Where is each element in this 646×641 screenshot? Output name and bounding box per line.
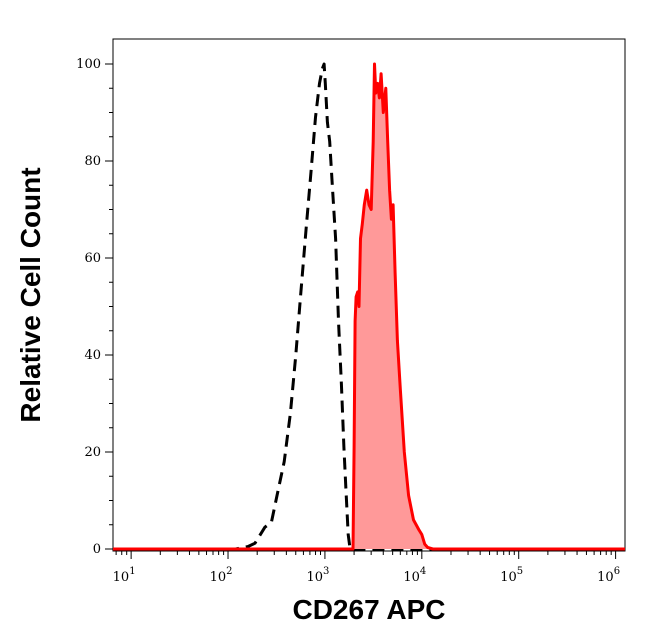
- series-layer: [113, 62, 625, 551]
- x-tick-label: 101: [113, 566, 136, 585]
- y-tick-label: 20: [84, 445, 101, 460]
- x-axis-ticks: 101 102 103 104 105 106: [113, 551, 620, 585]
- y-tick-label: 60: [84, 251, 101, 266]
- y-tick-label: 80: [84, 154, 101, 169]
- y-axis-ticks: 0 20 40 60 80 100: [76, 57, 113, 557]
- y-tick-label: 40: [84, 348, 101, 363]
- series-0-line: [113, 62, 625, 551]
- x-tick-label: 106: [597, 566, 620, 585]
- plot-frame: [112, 38, 626, 552]
- x-axis-title: CD267 APC: [292, 594, 445, 625]
- x-tick-label: 105: [500, 566, 523, 585]
- x-tick-label: 104: [403, 566, 426, 585]
- x-tick-label: 103: [306, 566, 329, 585]
- y-tick-label: 0: [93, 542, 101, 557]
- series-1-fill: [113, 64, 625, 549]
- series-1-line: [113, 62, 625, 551]
- y-tick-label: 100: [76, 57, 101, 72]
- y-axis-title: Relative Cell Count: [15, 167, 46, 422]
- x-tick-label: 102: [210, 566, 233, 585]
